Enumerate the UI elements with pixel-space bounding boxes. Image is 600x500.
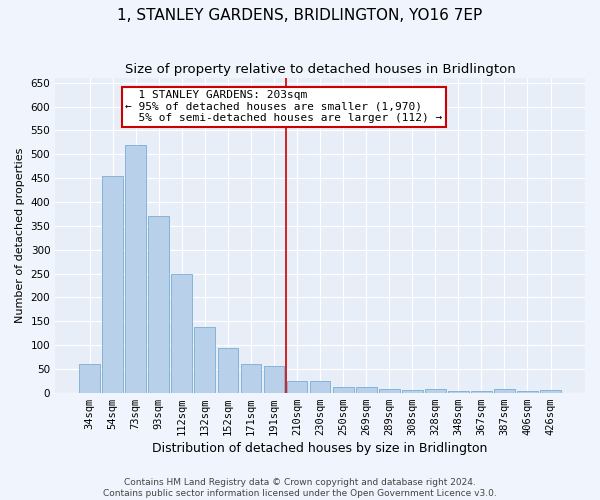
Title: Size of property relative to detached houses in Bridlington: Size of property relative to detached ho…	[125, 62, 515, 76]
Bar	[333, 388, 353, 392]
Bar	[172, 274, 192, 392]
Bar	[241, 364, 262, 392]
Bar	[102, 176, 123, 392]
Bar	[218, 348, 238, 393]
Bar	[494, 390, 515, 392]
Bar	[517, 391, 538, 392]
Bar	[310, 381, 331, 392]
Bar	[402, 390, 422, 392]
Bar	[471, 391, 492, 392]
Bar	[287, 381, 307, 392]
Bar	[448, 391, 469, 392]
Bar	[125, 145, 146, 392]
Bar	[148, 216, 169, 392]
X-axis label: Distribution of detached houses by size in Bridlington: Distribution of detached houses by size …	[152, 442, 488, 455]
Text: Contains HM Land Registry data © Crown copyright and database right 2024.
Contai: Contains HM Land Registry data © Crown c…	[103, 478, 497, 498]
Bar	[263, 366, 284, 392]
Bar	[540, 390, 561, 392]
Bar	[356, 388, 377, 392]
Text: 1 STANLEY GARDENS: 203sqm
← 95% of detached houses are smaller (1,970)
  5% of s: 1 STANLEY GARDENS: 203sqm ← 95% of detac…	[125, 90, 443, 123]
Bar	[379, 389, 400, 392]
Bar	[79, 364, 100, 392]
Bar	[425, 390, 446, 392]
Text: 1, STANLEY GARDENS, BRIDLINGTON, YO16 7EP: 1, STANLEY GARDENS, BRIDLINGTON, YO16 7E…	[118, 8, 482, 22]
Y-axis label: Number of detached properties: Number of detached properties	[15, 148, 25, 323]
Bar	[194, 327, 215, 392]
